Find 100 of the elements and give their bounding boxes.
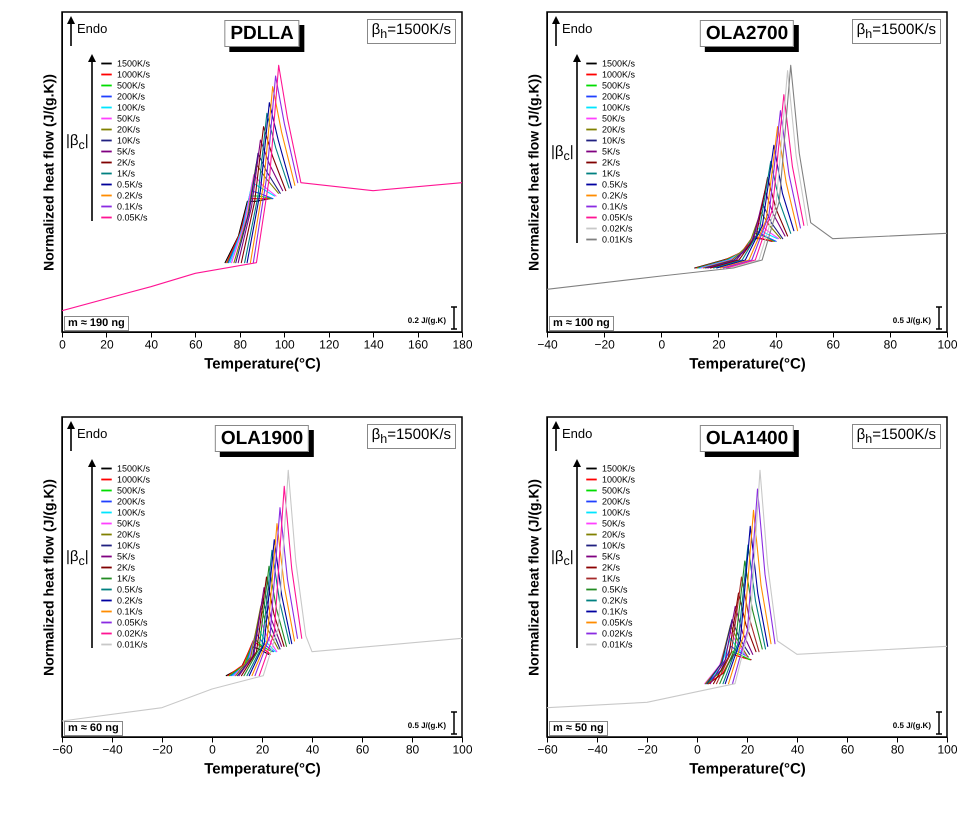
annotation: 0.5 J/(g.K) xyxy=(408,721,446,730)
legend-label: 1000K/s xyxy=(602,474,636,484)
legend-label: 10K/s xyxy=(602,540,626,550)
legend-label: 200K/s xyxy=(117,92,146,102)
legend-label: 2K/s xyxy=(117,158,136,168)
legend-label: 5K/s xyxy=(117,146,136,156)
legend-label: 20K/s xyxy=(117,530,141,540)
legend-label: 1000K/s xyxy=(117,70,151,80)
legend-label: 0.2K/s xyxy=(602,596,628,606)
legend-label: 0.01K/s xyxy=(117,640,148,650)
legend-label: 0.05K/s xyxy=(117,618,148,628)
legend-label: 500K/s xyxy=(602,80,631,90)
annotation: m ≈ 60 ng xyxy=(64,721,123,736)
annotation: 0.5 J/(g.K) xyxy=(892,721,931,730)
legend-label: 100K/s xyxy=(117,508,146,518)
legend-label: 50K/s xyxy=(117,114,141,124)
legend-label: 500K/s xyxy=(602,486,631,496)
text: β$_{h}$=1500K/s xyxy=(852,424,941,448)
legend-title: |β$_{c}$| xyxy=(551,142,574,162)
chart-title: OLA1900 xyxy=(214,425,310,452)
legend-label: 50K/s xyxy=(602,518,626,528)
legend-label: 100K/s xyxy=(602,102,631,112)
legend-label: 0.05K/s xyxy=(117,212,148,222)
x-axis-title: Temperature(°C) xyxy=(689,356,806,372)
x-tick-label: 160 xyxy=(408,338,428,352)
legend-label: 0.2K/s xyxy=(602,190,628,200)
legend-label: 5K/s xyxy=(602,552,621,562)
x-axis-title: Temperature(°C) xyxy=(204,356,321,372)
legend-label: 0.1K/s xyxy=(602,606,628,616)
legend-label: 5K/s xyxy=(602,146,621,156)
legend-label: 100K/s xyxy=(602,508,631,518)
legend-label: 0.5K/s xyxy=(602,584,628,594)
x-tick-label: 40 xyxy=(306,742,320,756)
annotation: 0.2 J/(g.K) xyxy=(408,316,446,325)
legend-label: 10K/s xyxy=(602,136,626,146)
chart-title: PDLLA xyxy=(224,20,300,47)
legend-label: 1000K/s xyxy=(602,70,636,80)
x-tick-label: 100 xyxy=(937,338,958,352)
legend-label: 2K/s xyxy=(117,562,136,572)
legend-label: 50K/s xyxy=(602,114,626,124)
x-tick-label: 40 xyxy=(769,338,784,352)
x-tick-label: 100 xyxy=(452,742,473,756)
legend-label: 0.1K/s xyxy=(117,606,144,616)
legend-label: 1K/s xyxy=(602,168,621,178)
legend-label: 20K/s xyxy=(602,124,626,134)
legend-label: 10K/s xyxy=(117,540,141,550)
legend-label: 0.5K/s xyxy=(602,180,628,190)
legend-label: 200K/s xyxy=(602,92,631,102)
x-tick-label: 180 xyxy=(452,338,473,352)
legend-label: 0.02K/s xyxy=(117,628,148,638)
legend-title: |β$_{c}$| xyxy=(66,548,89,568)
text: Endo xyxy=(562,426,592,441)
text: Endo xyxy=(562,21,592,36)
legend-label: 0.1K/s xyxy=(602,202,628,212)
legend-label: 200K/s xyxy=(602,496,631,506)
legend-label: 0.05K/s xyxy=(602,618,634,628)
x-tick-label: 40 xyxy=(790,742,804,756)
legend-label: 1K/s xyxy=(117,574,136,584)
legend-label: 200K/s xyxy=(117,496,146,506)
legend-title: |β$_{c}$| xyxy=(551,548,574,568)
legend-label: 0.02K/s xyxy=(602,628,634,638)
legend-label: 1500K/s xyxy=(117,58,151,68)
legend-title: |β$_{c}$| xyxy=(66,132,89,152)
legend-label: 500K/s xyxy=(117,486,146,496)
x-axis-title: Temperature(°C) xyxy=(689,760,806,778)
y-axis-title: Normalized heat flow (J/(g.K)) xyxy=(40,479,56,676)
legend-label: 2K/s xyxy=(602,158,621,168)
x-tick-label: −60 xyxy=(537,742,558,756)
legend-label: 1K/s xyxy=(602,574,621,584)
text: β$_{h}$=1500K/s xyxy=(852,19,941,44)
legend-label: 10K/s xyxy=(117,136,141,146)
legend-label: 0.05K/s xyxy=(602,212,634,222)
legend-label: 20K/s xyxy=(117,124,141,134)
x-tick-label: −60 xyxy=(52,742,73,756)
legend-label: 0.2K/s xyxy=(117,596,144,606)
legend-label: 0.5K/s xyxy=(117,180,144,190)
x-tick-label: 80 xyxy=(234,338,248,352)
legend-label: 2K/s xyxy=(602,562,621,572)
x-tick-label: −40 xyxy=(587,742,608,756)
legend-label: 1500K/s xyxy=(602,58,636,68)
legend-label: 500K/s xyxy=(117,80,146,90)
x-tick-label: 0 xyxy=(658,338,666,352)
x-tick-label: 20 xyxy=(256,742,270,756)
x-tick-label: −20 xyxy=(637,742,658,756)
legend-label: 1500K/s xyxy=(117,464,151,474)
legend-label: 20K/s xyxy=(602,530,626,540)
text: Endo xyxy=(77,21,108,36)
legend-label: 50K/s xyxy=(117,518,141,528)
legend-label: 0.01K/s xyxy=(602,640,634,650)
legend-label: 5K/s xyxy=(117,552,136,562)
x-tick-label: −20 xyxy=(594,338,616,352)
x-tick-label: 0 xyxy=(694,742,702,756)
x-tick-label: 80 xyxy=(884,338,898,352)
x-tick-label: −20 xyxy=(152,742,173,756)
text: β$_{h}$=1500K/s xyxy=(366,424,456,448)
annotation: m ≈ 190 ng xyxy=(64,316,129,331)
x-tick-label: 20 xyxy=(100,338,114,352)
annotation: m ≈ 50 ng xyxy=(549,721,608,736)
y-axis-title: Normalized heat flow (J/(g.K)) xyxy=(526,74,542,271)
annotation: m ≈ 100 ng xyxy=(549,316,614,331)
